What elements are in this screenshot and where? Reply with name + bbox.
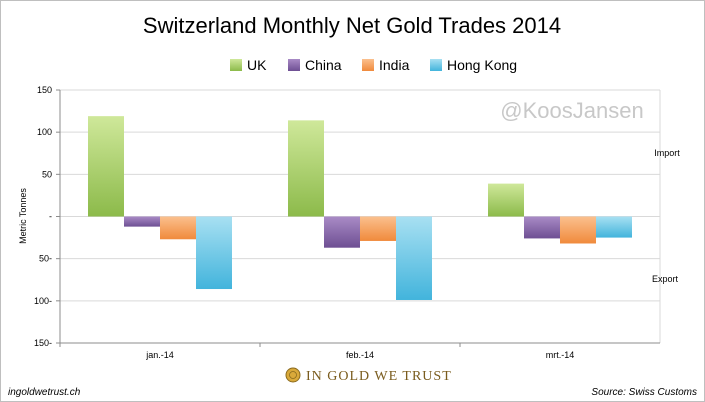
- legend-swatch: [430, 59, 442, 71]
- legend-swatch: [288, 59, 300, 71]
- watermark: @KoosJansen: [500, 98, 643, 123]
- x-tick-label: feb.-14: [346, 350, 374, 360]
- y-axis-label: Metric Tonnes: [18, 188, 28, 244]
- bar-india: [560, 216, 596, 244]
- bar-uk: [288, 120, 324, 217]
- x-axis-ticks: jan.-14 feb.-14 mrt.-14: [59, 343, 575, 360]
- chart-title: Switzerland Monthly Net Gold Trades 2014: [143, 13, 561, 38]
- footer-site: ingoldwetrust.ch: [8, 387, 81, 398]
- bar-china: [124, 216, 160, 227]
- bar-hong-kong: [196, 216, 232, 290]
- legend-label: India: [379, 57, 410, 73]
- x-tick-label: mrt.-14: [546, 350, 575, 360]
- y-tick-label: 100-: [34, 296, 52, 306]
- legend-label: Hong Kong: [447, 57, 517, 73]
- import-annotation: Import: [654, 148, 680, 158]
- legend-label: UK: [247, 57, 267, 73]
- bar-china: [524, 216, 560, 239]
- legend: UK China India Hong Kong: [230, 57, 517, 73]
- bar-hong-kong: [396, 216, 432, 300]
- y-tick-label: 50-: [39, 254, 52, 264]
- legend-label: China: [305, 57, 342, 73]
- brand-text: IN GOLD WE TRUST: [306, 369, 452, 384]
- bar-uk: [488, 183, 524, 217]
- y-tick-label: -: [49, 212, 52, 222]
- y-tick-label: 150: [37, 85, 52, 95]
- x-tick-label: jan.-14: [145, 350, 174, 360]
- y-tick-label: 150-: [34, 338, 52, 348]
- bar-uk: [88, 116, 124, 217]
- brand-logo: IN GOLD WE TRUST: [285, 367, 452, 384]
- export-annotation: Export: [652, 274, 679, 284]
- bar-hong-kong: [596, 216, 632, 238]
- footer-source: Source: Swiss Customs: [591, 387, 697, 398]
- coin-icon: [285, 367, 301, 383]
- bars: [88, 116, 632, 300]
- bar-india: [160, 216, 196, 240]
- legend-swatch: [230, 59, 242, 71]
- y-tick-label: 50: [42, 169, 52, 179]
- bar-china: [324, 216, 360, 248]
- coin-inner-icon: [289, 371, 297, 379]
- y-tick-label: 100: [37, 127, 52, 137]
- bar-india: [360, 216, 396, 241]
- gridlines: [59, 89, 661, 344]
- legend-swatch: [362, 59, 374, 71]
